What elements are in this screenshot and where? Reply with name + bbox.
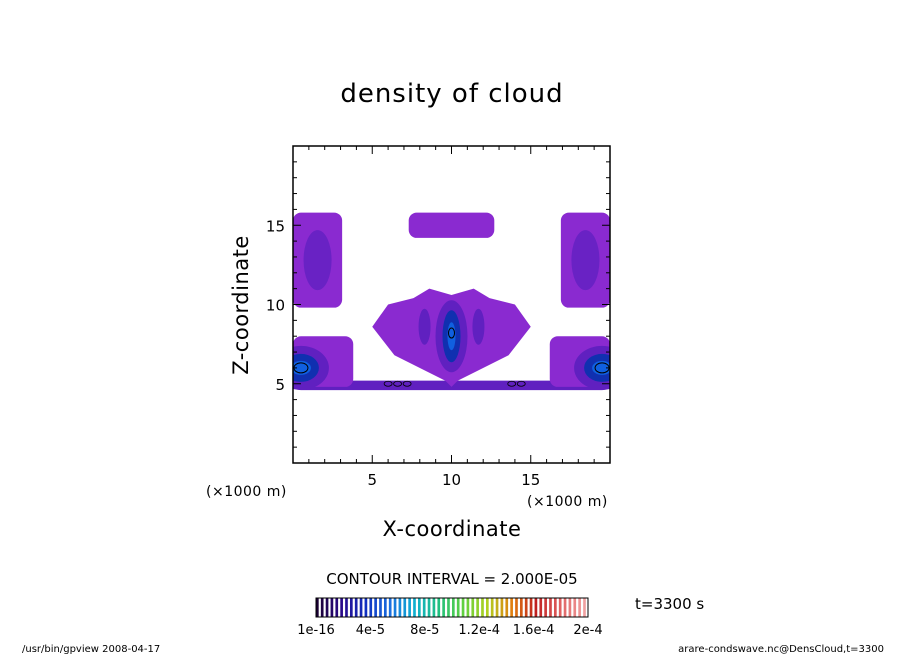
y-axis-label: Z-coordinate bbox=[229, 235, 253, 375]
colorbar-stripe bbox=[505, 598, 509, 617]
colorbar-frame bbox=[315, 597, 589, 618]
x-tick-label: 15 bbox=[521, 471, 540, 489]
axis-ticks: 5 10 15 5 10 15 bbox=[266, 146, 610, 489]
colorbar-stripe bbox=[456, 598, 460, 617]
base-contour bbox=[507, 380, 517, 387]
base-contour bbox=[516, 380, 526, 387]
x-axis-label: X-coordinate bbox=[383, 517, 522, 541]
x-unit-label-right: (×1000 m) bbox=[527, 494, 608, 510]
cloud-region bbox=[408, 212, 495, 238]
colorbar-stripe bbox=[554, 598, 557, 617]
colorbar-stripe bbox=[578, 598, 581, 617]
colorbar-stripe bbox=[325, 598, 329, 617]
colorbar-label: 1e-16 bbox=[297, 623, 335, 638]
colorbar-stripe bbox=[563, 598, 567, 617]
colorbar-label: 1.6e-4 bbox=[513, 623, 555, 638]
colorbar-stripe bbox=[316, 598, 319, 617]
colorbar-stripe bbox=[345, 598, 348, 617]
colorbar-stripe bbox=[515, 598, 518, 617]
colorbar-label: 1.2e-4 bbox=[458, 623, 500, 638]
colorbar-stripe bbox=[393, 598, 397, 617]
plume-contour bbox=[448, 327, 455, 339]
colorbar-stripe bbox=[350, 598, 353, 617]
colorbar-stripe bbox=[354, 598, 358, 617]
colorbar-stripe bbox=[340, 598, 343, 617]
time-label: t=3300 s bbox=[635, 595, 704, 613]
colorbar-stripe bbox=[413, 598, 416, 617]
colorbar-stripe bbox=[524, 598, 528, 617]
cloud-field bbox=[293, 212, 610, 391]
colorbar-stripe bbox=[539, 598, 543, 617]
plot-area: 5 10 15 5 10 15 bbox=[266, 145, 611, 489]
base-contour bbox=[383, 380, 393, 387]
colorbar-stripe bbox=[573, 598, 577, 617]
colorbar-stripe bbox=[388, 598, 392, 617]
colorbar-stripe bbox=[476, 598, 479, 617]
colorbar-stripe bbox=[500, 598, 504, 617]
colorbar-stripe bbox=[398, 598, 402, 617]
colorbar-stripe bbox=[359, 598, 363, 617]
colorbar-stripe bbox=[490, 598, 494, 617]
chart-title: density of cloud bbox=[340, 79, 563, 109]
colorbar-stripe bbox=[369, 598, 373, 617]
colorbar-stripe bbox=[408, 598, 411, 617]
colorbar-stripe bbox=[529, 598, 533, 617]
edge-upper-mid bbox=[303, 230, 332, 291]
colorbar-stripe bbox=[461, 598, 465, 617]
y-tick-label: 10 bbox=[266, 297, 285, 315]
colorbar-stripe bbox=[471, 598, 475, 617]
x-unit-label-left: (×1000 m) bbox=[206, 484, 287, 500]
base-contour bbox=[393, 380, 403, 387]
colorbar-stripe bbox=[384, 598, 387, 617]
colorbar-stripe bbox=[335, 598, 339, 617]
colorbar-stripe bbox=[452, 598, 455, 617]
x-tick-label: 10 bbox=[442, 471, 461, 489]
base-contour bbox=[402, 380, 412, 387]
colorbar-stripe bbox=[520, 598, 523, 617]
colorbar-stripe bbox=[486, 598, 489, 617]
colorbar-stripe bbox=[403, 598, 407, 617]
colorbar-stripe bbox=[495, 598, 499, 617]
colorbar-stripe bbox=[544, 598, 547, 617]
colorbar-stripe bbox=[364, 598, 368, 617]
y-tick-label: 15 bbox=[266, 217, 285, 235]
colorbar-stripe bbox=[442, 598, 445, 617]
colorbar-stripe bbox=[427, 598, 431, 617]
colorbar-stripe bbox=[549, 598, 552, 617]
colorbar-stripe bbox=[510, 598, 513, 617]
colorbar-stripe bbox=[432, 598, 436, 617]
footer-right: arare-condswave.nc@DensCloud,t=3300 bbox=[678, 644, 884, 654]
x-tick-label: 5 bbox=[367, 471, 377, 489]
colorbar-stripe bbox=[379, 598, 382, 617]
colorbar-label: 2e-4 bbox=[573, 623, 602, 638]
colorbar-stripe bbox=[330, 598, 334, 617]
plume-streak bbox=[418, 308, 431, 345]
colorbar-label: 4e-5 bbox=[356, 623, 385, 638]
plume-streak bbox=[472, 308, 485, 345]
contour-interval-label: CONTOUR INTERVAL = 2.000E-05 bbox=[326, 570, 577, 588]
edge-upper-mid bbox=[571, 230, 600, 291]
colorbar-stripe bbox=[568, 598, 572, 617]
colorbar-stripe bbox=[422, 598, 426, 617]
colorbar-stripe bbox=[418, 598, 421, 617]
y-tick-label: 5 bbox=[275, 376, 285, 394]
colorbar-stripe bbox=[583, 598, 586, 617]
colorbar-stripe bbox=[481, 598, 484, 617]
colorbar-label: 8e-5 bbox=[410, 623, 439, 638]
colorbar-stripe bbox=[466, 598, 470, 617]
colorbar-stripe bbox=[320, 598, 324, 617]
footer-left: /usr/bin/gpview 2008-04-17 bbox=[22, 644, 160, 654]
colorbar-stripe bbox=[558, 598, 562, 617]
colorbar-labels: 1e-16 4e-5 8e-5 1.2e-4 1.6e-4 2e-4 bbox=[297, 623, 602, 638]
colorbar-stripe bbox=[534, 598, 538, 617]
colorbar-stripe bbox=[437, 598, 441, 617]
colorbar-stripe bbox=[447, 598, 450, 617]
colorbar bbox=[315, 597, 589, 618]
colorbar-stripe bbox=[374, 598, 377, 617]
